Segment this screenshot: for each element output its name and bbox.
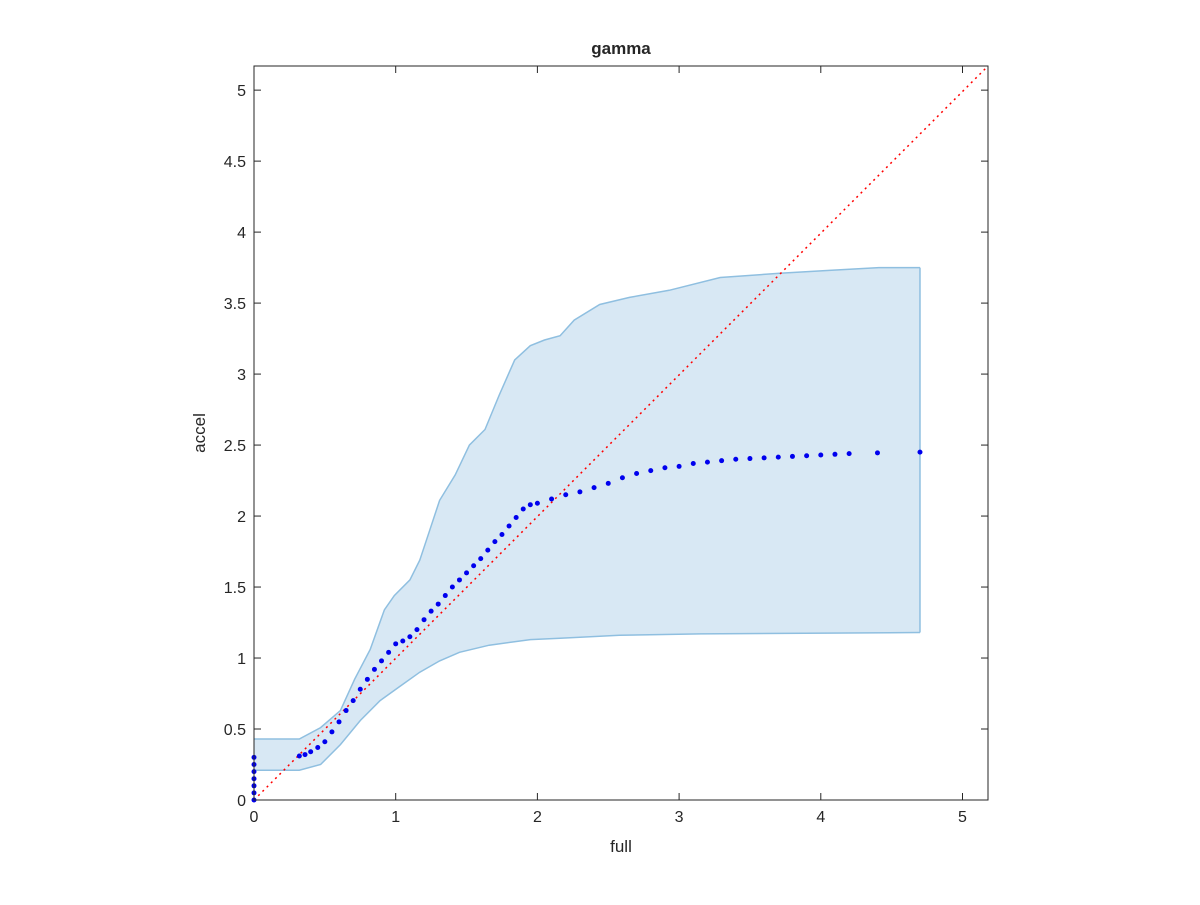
- chart-title: gamma: [591, 39, 651, 58]
- data-point: [456, 577, 462, 583]
- y-tick-label: 1: [237, 651, 246, 668]
- data-point: [302, 752, 308, 758]
- y-tick-label: 2.5: [224, 438, 246, 455]
- x-tick-label: 3: [675, 809, 684, 826]
- data-point: [407, 634, 413, 640]
- data-point: [400, 638, 406, 644]
- data-point: [804, 453, 810, 459]
- data-point: [789, 453, 795, 459]
- data-point: [605, 480, 611, 486]
- y-tick-label: 3: [237, 367, 246, 384]
- x-axis-label: full: [610, 837, 632, 856]
- data-point: [329, 729, 335, 735]
- data-point: [563, 492, 569, 498]
- data-point: [308, 749, 314, 755]
- data-point: [527, 502, 533, 508]
- data-point: [357, 686, 363, 692]
- x-tick-label: 4: [816, 809, 825, 826]
- data-point: [747, 456, 753, 462]
- data-point: [591, 485, 597, 491]
- data-point: [775, 454, 781, 460]
- band-edge: [254, 631, 921, 771]
- data-point: [634, 470, 640, 476]
- data-point: [662, 465, 668, 471]
- data-point: [464, 570, 470, 576]
- data-point: [485, 547, 491, 553]
- data-point: [690, 461, 696, 467]
- data-point: [648, 468, 654, 474]
- y-tick-label: 0.5: [224, 722, 246, 739]
- data-point: [619, 475, 625, 481]
- data-point: [471, 563, 477, 569]
- data-point: [414, 627, 420, 633]
- band-area: [254, 267, 920, 771]
- data-point: [449, 584, 455, 590]
- data-point: [364, 676, 370, 682]
- data-point: [315, 744, 321, 750]
- data-point: [520, 506, 526, 512]
- data-point: [336, 719, 342, 725]
- y-tick-label: 0: [237, 793, 246, 810]
- data-point: [733, 456, 739, 462]
- y-tick-label: 4.5: [224, 154, 246, 171]
- x-tick-label: 0: [250, 809, 259, 826]
- x-tick-label: 1: [391, 809, 400, 826]
- data-point: [513, 514, 519, 520]
- band-edge: [254, 266, 920, 740]
- data-point: [343, 708, 349, 714]
- x-tick-label: 2: [533, 809, 542, 826]
- data-point: [846, 451, 852, 457]
- data-point: [676, 463, 682, 469]
- data-point: [917, 449, 923, 455]
- data-point: [322, 739, 328, 745]
- data-point: [393, 641, 399, 647]
- data-point: [371, 666, 377, 672]
- y-tick-label: 2: [237, 509, 246, 526]
- data-point: [761, 455, 767, 461]
- y-tick-label: 3.5: [224, 296, 246, 313]
- data-point: [874, 450, 880, 456]
- y-tick-label: 1.5: [224, 580, 246, 597]
- y-tick-label: 4: [237, 225, 246, 242]
- data-point: [478, 556, 484, 562]
- data-point: [818, 452, 824, 458]
- data-point: [386, 649, 392, 655]
- plot-frame: [253, 65, 989, 801]
- data-point: [435, 601, 441, 607]
- data-point: [534, 500, 540, 506]
- data-point: [499, 532, 505, 538]
- data-point: [379, 658, 385, 664]
- reference-line: [253, 65, 989, 801]
- data-point: [506, 523, 512, 529]
- data-point: [442, 593, 448, 599]
- x-tick-label: 5: [958, 809, 967, 826]
- data-point: [704, 459, 710, 465]
- data-point: [549, 496, 555, 502]
- data-point: [832, 451, 838, 457]
- y-axis-label: accel: [190, 413, 209, 453]
- data-point: [350, 698, 356, 704]
- y-tick-label: 5: [237, 83, 246, 100]
- data-point: [428, 608, 434, 614]
- data-point: [296, 753, 302, 759]
- data-point: [577, 489, 583, 495]
- data-point: [492, 539, 498, 545]
- data-point: [719, 458, 725, 464]
- data-point: [421, 617, 427, 623]
